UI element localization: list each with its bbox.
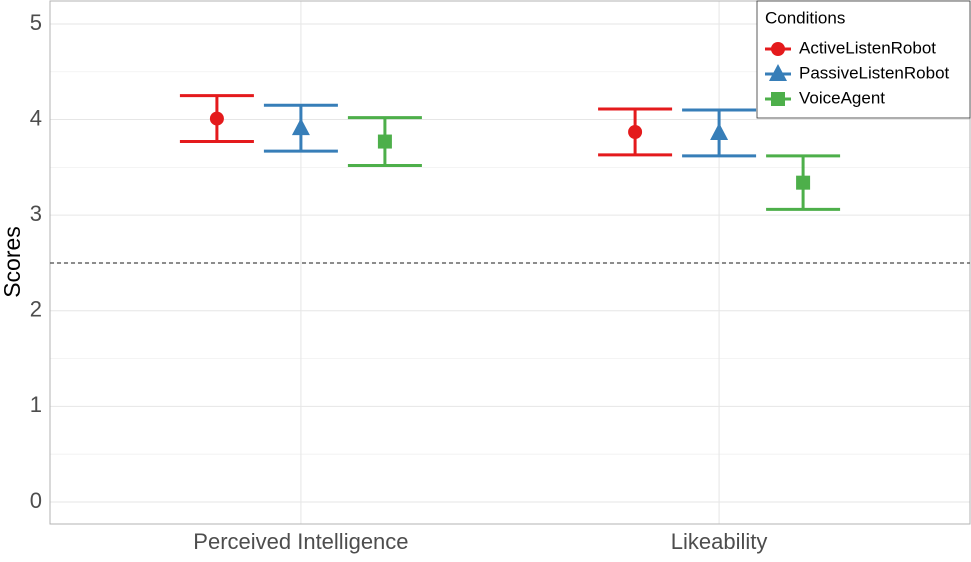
legend-title: Conditions xyxy=(765,8,845,27)
legend-box xyxy=(756,0,971,119)
y-tick-label: 3 xyxy=(30,201,42,226)
legend-marker xyxy=(769,64,787,81)
y-axis-label: Scores xyxy=(0,226,25,298)
legend-label: ActiveListenRobot xyxy=(799,38,936,57)
x-tick-label: Likeability xyxy=(671,529,768,554)
y-tick-label: 4 xyxy=(30,105,42,130)
legend-marker xyxy=(771,42,785,56)
y-tick-label: 1 xyxy=(30,392,42,417)
y-tick-label: 0 xyxy=(30,488,42,513)
point xyxy=(710,122,729,140)
point xyxy=(628,124,643,139)
point xyxy=(377,134,392,149)
legend-label: PassiveListenRobot xyxy=(799,63,950,82)
point xyxy=(209,111,224,126)
x-tick-label: Perceived Intelligence xyxy=(193,529,408,554)
legend-label: VoiceAgent xyxy=(799,88,885,107)
y-tick-label: 2 xyxy=(30,297,42,322)
point xyxy=(291,118,310,136)
legend-marker xyxy=(771,92,785,106)
y-tick-label: 5 xyxy=(30,10,42,35)
point xyxy=(796,175,811,190)
